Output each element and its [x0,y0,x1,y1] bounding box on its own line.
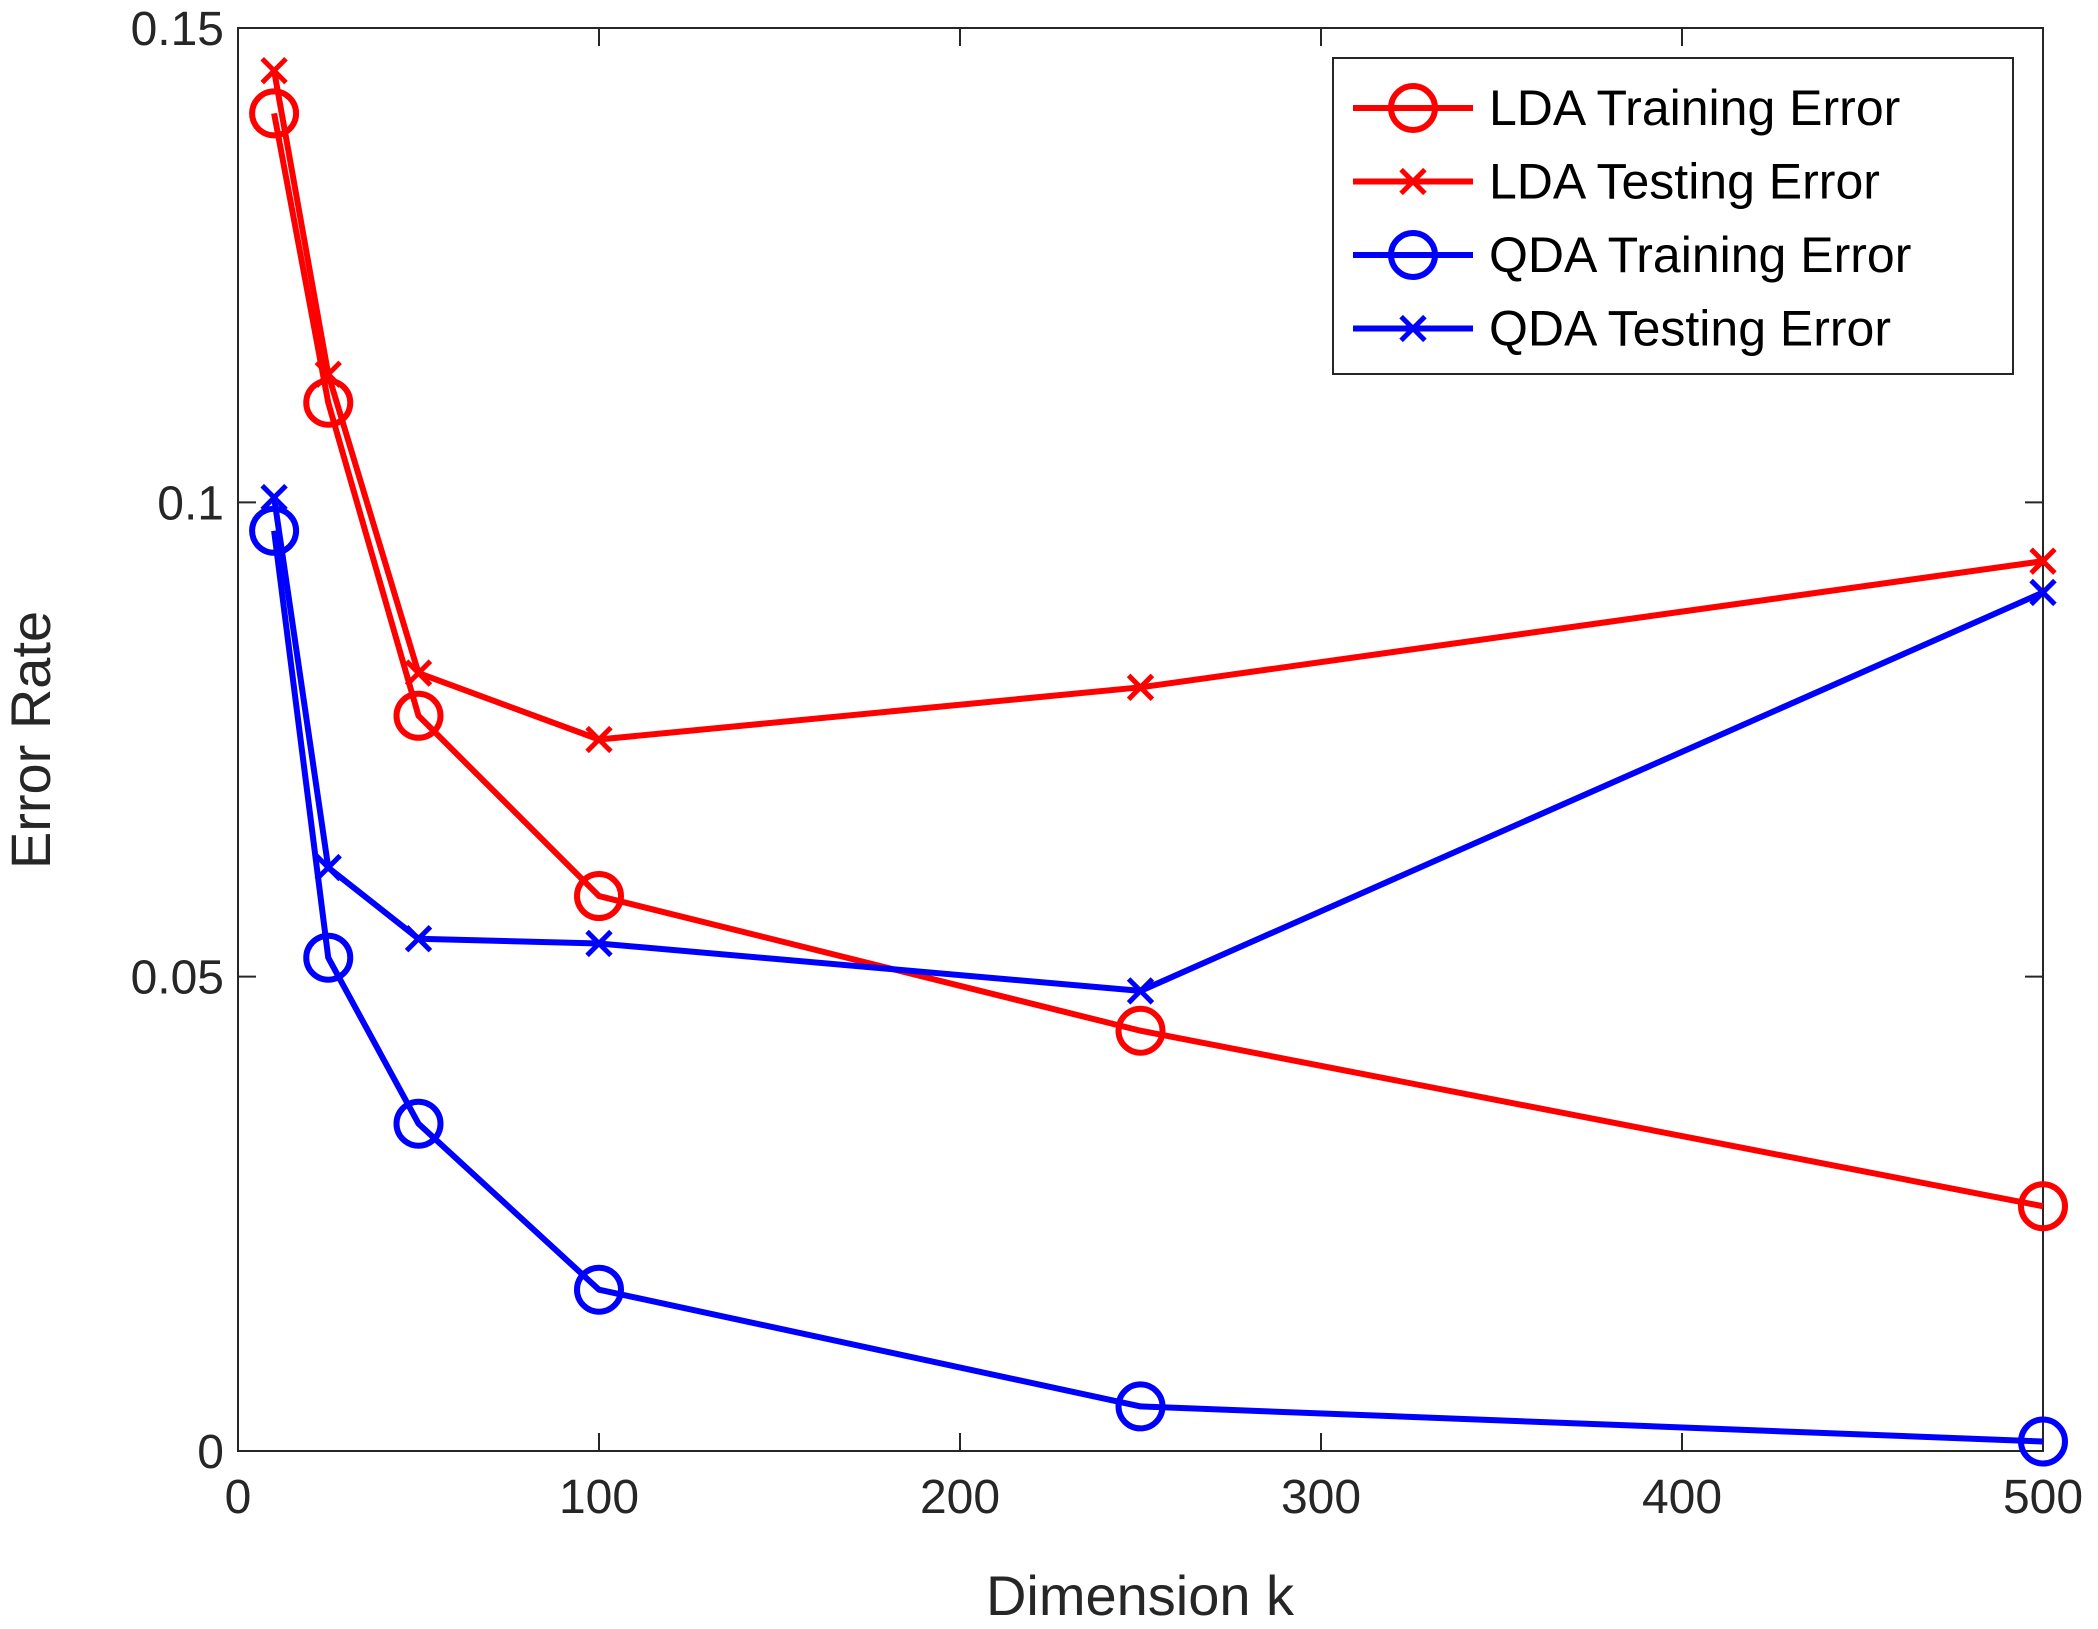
x-tick-label: 100 [559,1471,639,1524]
legend-entry: QDA Testing Error [1353,301,1891,357]
series-line [271,112,2044,1210]
data-point-x [1399,167,1427,196]
data-point-x [2029,578,2057,607]
series-qda-testing-error [260,483,2057,1005]
legend-label: LDA Testing Error [1489,154,1880,210]
data-point-x-stroke [1126,673,1155,701]
data-point-x [2029,547,2057,575]
series-lda-testing-error [260,57,2057,754]
data-point-x [585,929,613,958]
x-tick-label: 200 [920,1471,1000,1524]
data-point-x [585,725,613,754]
data-point-circle [1388,83,1438,133]
x-tick-label: 300 [1281,1471,1361,1524]
data-point-circle [2018,1416,2068,1467]
legend-label: QDA Testing Error [1489,301,1891,357]
y-tick-label: 0.15 [131,3,224,56]
data-point-x-stroke [2029,547,2057,575]
data-point-x [1126,673,1155,701]
legend-entry: LDA Testing Error [1353,154,1880,210]
legend-entry: LDA Training Error [1353,80,1900,136]
series-qda-training-error [249,505,2068,1467]
y-tick-label: 0.1 [157,477,224,530]
axis-ticks [237,27,2044,1452]
data-point-circle [393,690,444,741]
data-point-circle [574,871,624,922]
legend-entry: QDA Training Error [1353,227,1911,283]
data-point-circle [1115,1381,1166,1432]
y-tick-label: 0.05 [131,952,224,1005]
data-point-x-stroke [404,659,433,687]
data-point-circle [1388,230,1438,280]
legend-label: QDA Training Error [1489,227,1911,283]
data-point-x [260,483,288,512]
data-point-circle [1115,1005,1166,1056]
data-point-x [260,57,288,85]
data-point-x [404,659,433,687]
data-point-x-stroke [260,483,288,512]
series-lda-training-error [249,88,2068,1232]
data-point-x-stroke [314,360,342,388]
data-point-x [314,853,342,882]
data-point-circle [303,932,354,983]
data-point-circle [574,1264,624,1315]
data-point-x-stroke [314,853,342,882]
axis-tick-labels: 0 100 200 300 400 500 0 0.05 0.1 0.15 [131,3,2083,1524]
series-layer [249,57,2068,1467]
data-point-x-stroke [585,725,613,754]
series-line [271,497,2045,994]
data-point-x [314,360,342,388]
data-point-circle [2018,1181,2068,1232]
data-point-x [1126,977,1155,1005]
data-point-x [404,925,433,953]
x-axis-title: Dimension k [986,1564,1295,1627]
series-line [271,530,2044,1445]
data-point-circle [393,1098,444,1149]
data-point-x-stroke [2029,578,2057,607]
data-point-x-stroke [1399,167,1427,196]
series-line [271,70,2044,743]
data-point-x-stroke [404,925,433,953]
data-point-x-stroke [260,57,288,85]
legend-label: LDA Training Error [1489,80,1900,136]
data-point-circle [249,88,300,139]
data-point-x-stroke [1399,314,1427,343]
y-tick-label: 0 [197,1426,224,1479]
data-point-x-stroke [1126,977,1155,1005]
x-tick-label: 500 [2003,1471,2083,1524]
legend: LDA Training Error LDA Testing Error QDA T… [1332,57,2014,375]
x-tick-label: 400 [1642,1471,1722,1524]
y-axis-title: Error Rate [0,611,62,869]
x-tick-label: 0 [225,1471,252,1524]
data-point-x-stroke [585,929,613,958]
data-point-x [1399,314,1427,343]
